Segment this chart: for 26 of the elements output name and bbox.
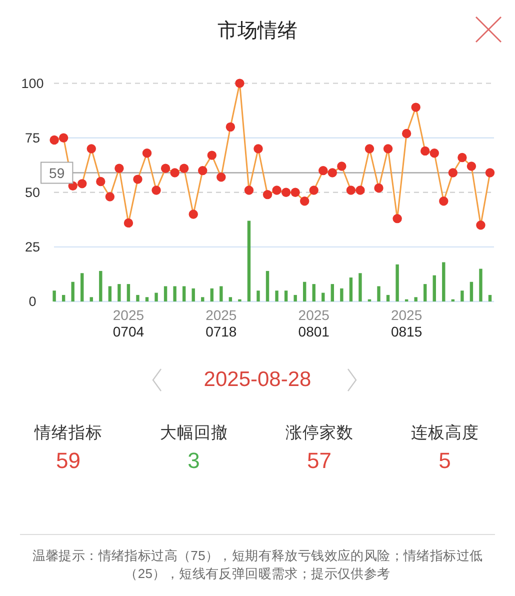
y-tick-label: 0 bbox=[28, 294, 36, 309]
stat-label: 情绪指标 bbox=[33, 423, 104, 444]
ref-label: 59 bbox=[40, 162, 74, 184]
stat-label: 涨停家数 bbox=[284, 423, 354, 444]
stat-value: 5 bbox=[438, 447, 452, 475]
stat-value: 59 bbox=[55, 447, 82, 475]
x-tick-label: 2025 bbox=[298, 307, 330, 323]
stat-value: 3 bbox=[186, 447, 201, 475]
y-tick-label: 75 bbox=[24, 130, 40, 146]
x-tick-label: 2025 bbox=[112, 307, 144, 323]
stat-value: 57 bbox=[306, 447, 332, 475]
title: 市场情绪 bbox=[218, 20, 298, 42]
note: 温馨提示：情绪指标过高（75），短期有释放亏钱效应的风险；情绪指标过低（25），短线有反弹回暖需求；提示仅供参考 bbox=[31, 546, 484, 583]
y-tick-label: 100 bbox=[21, 76, 44, 91]
stat-label: 大幅回撤 bbox=[158, 423, 229, 444]
x-tick-label: 2025 bbox=[391, 307, 422, 323]
x-tick-label: 0704 bbox=[112, 324, 144, 340]
y-tick-label: 50 bbox=[24, 184, 40, 200]
date: 2025-08-28 bbox=[202, 367, 312, 393]
x-tick-label: 0718 bbox=[206, 324, 237, 340]
x-tick-label: 0815 bbox=[391, 324, 422, 340]
stat-label: 连板高度 bbox=[410, 423, 480, 444]
y-tick-label: 25 bbox=[24, 239, 40, 254]
x-tick-label: 0801 bbox=[298, 324, 330, 340]
x-tick-label: 2025 bbox=[206, 307, 237, 323]
ref-line-label: 59 bbox=[49, 164, 65, 181]
